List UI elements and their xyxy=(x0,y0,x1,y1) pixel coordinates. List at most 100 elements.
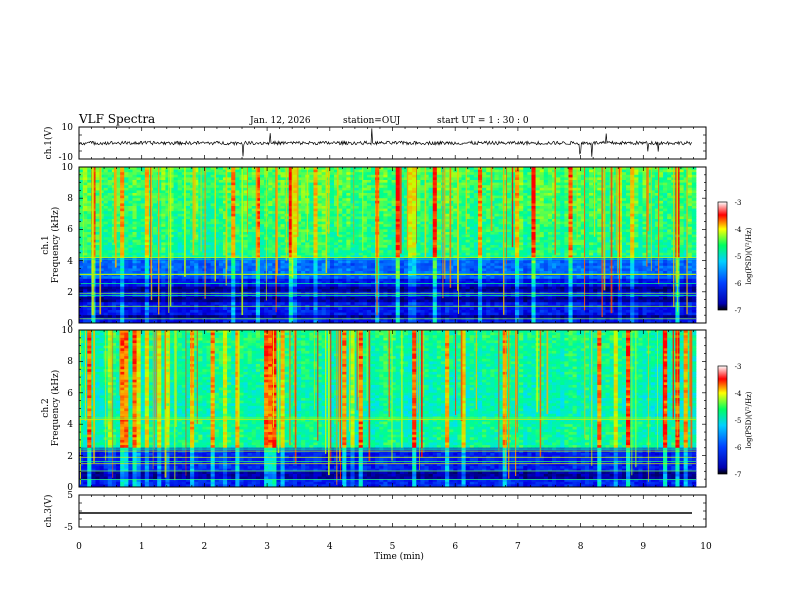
spectrogram-cell xyxy=(136,167,142,170)
spectrogram-cell xyxy=(235,198,240,202)
spectrogram-cell xyxy=(494,190,499,194)
spectrogram-cell xyxy=(403,247,409,251)
spectrogram-cell xyxy=(132,198,137,202)
spectrogram-cell xyxy=(181,234,187,238)
spectrogram-cell xyxy=(650,195,656,199)
spectrogram-cell xyxy=(132,247,137,251)
spectrogram-cell xyxy=(556,221,561,225)
spectrogram-cell xyxy=(387,219,392,222)
spectrogram-cell xyxy=(309,167,314,170)
spectrogram-cell xyxy=(556,195,561,199)
spectrogram-cell xyxy=(288,169,294,173)
spectrogram-cell xyxy=(379,211,384,215)
spectrogram-cell xyxy=(268,226,273,230)
spectrogram-cell xyxy=(153,234,158,238)
spectrogram-cell xyxy=(572,213,578,217)
spectrogram-cell xyxy=(243,237,249,241)
spectrogram-cell xyxy=(116,193,121,196)
spectrogram-cell xyxy=(445,234,450,238)
spectrogram-cell xyxy=(99,169,105,173)
spectrogram-cell xyxy=(597,234,602,238)
spectrogram-cell xyxy=(642,224,648,228)
spectrogram-cell xyxy=(354,182,360,186)
spectrogram-cell xyxy=(432,182,438,186)
spectrogram-cell xyxy=(420,206,425,209)
spectrogram-cell xyxy=(564,177,569,181)
spectrogram-cell xyxy=(428,250,434,254)
spectrogram-cell xyxy=(432,216,438,220)
spectrogram-cell xyxy=(391,203,397,207)
spectrogram-cell xyxy=(449,174,454,178)
spectrogram-cell xyxy=(593,203,598,207)
spectrogram-cell xyxy=(527,206,532,209)
spectrogram-cell xyxy=(153,252,158,256)
spectrogram-cell xyxy=(432,172,438,176)
spectrogram-cell xyxy=(194,195,199,199)
spectrogram-cell xyxy=(107,237,113,241)
spectrogram-cell xyxy=(482,224,487,228)
spectrogram-cell xyxy=(490,237,495,241)
spectrogram-cell xyxy=(95,180,100,183)
spectrogram-cell xyxy=(589,187,594,191)
spectrogram-cell xyxy=(297,229,302,233)
spectrogram-cell xyxy=(663,234,668,238)
spectrogram-cell xyxy=(255,167,261,170)
spectrogram-cell xyxy=(650,187,656,191)
spectrogram-cell xyxy=(486,169,491,173)
spectrogram-cell xyxy=(527,190,532,194)
spectrogram-cell xyxy=(354,174,360,178)
spectrogram-cell xyxy=(650,172,656,176)
spectrogram-cell xyxy=(482,187,487,191)
spectrogram-cell xyxy=(218,211,224,215)
spectrogram-cell xyxy=(309,187,314,191)
spectrogram-cell xyxy=(99,221,105,225)
spectrogram-cell xyxy=(255,208,261,212)
spectrogram-cell xyxy=(560,226,565,230)
spectrogram-cell xyxy=(284,195,290,199)
spectrogram-cell xyxy=(116,190,121,194)
spectrogram-cell xyxy=(387,211,392,215)
spectrogram-cell xyxy=(457,216,462,220)
spectrogram-cell xyxy=(99,229,105,233)
spectrogram-cell xyxy=(420,232,425,235)
spectrogram-cell xyxy=(276,177,281,181)
spectrogram-cell xyxy=(403,239,409,243)
spectrogram-cell xyxy=(527,213,532,217)
spectrogram-cell xyxy=(683,221,689,225)
spectrogram-cell xyxy=(95,221,100,225)
spectrogram-cell xyxy=(552,177,557,181)
spectrogram-cell xyxy=(305,239,310,243)
spectrogram-cell xyxy=(342,208,347,212)
spectrogram-cell xyxy=(502,239,508,243)
station-label: station=OUJ xyxy=(343,116,401,126)
spectrogram-cell xyxy=(663,169,668,173)
spectrogram-cell xyxy=(630,167,635,170)
spectrogram-cell xyxy=(482,221,487,225)
spectrogram-cell xyxy=(465,239,471,243)
spectrogram-cell xyxy=(523,195,528,199)
spectrogram-cell xyxy=(568,190,573,194)
spectrogram-cell xyxy=(399,221,405,225)
spectrogram-cell xyxy=(523,247,528,251)
spectrogram-cell xyxy=(157,182,162,186)
spectrogram-cell xyxy=(473,182,479,186)
spectrogram-cell xyxy=(412,185,417,189)
spectrogram-cell xyxy=(173,224,179,228)
spectrogram-cell xyxy=(424,232,430,235)
spectrogram-cell xyxy=(486,206,491,209)
spectrogram-cell xyxy=(568,182,573,186)
spectrogram-cell xyxy=(436,247,442,251)
spectrogram-cell xyxy=(288,200,294,204)
spectrogram-cell xyxy=(576,247,582,251)
spectrogram-cell xyxy=(621,208,627,212)
spectrogram-cell xyxy=(506,185,512,189)
spectrogram-cell xyxy=(387,206,392,209)
spectrogram-cell xyxy=(593,182,598,186)
spectrogram-cell xyxy=(157,208,162,212)
spectrogram-cell xyxy=(572,185,578,189)
spectrogram-cell xyxy=(395,250,401,254)
spectrogram-cell xyxy=(161,200,166,204)
spectrogram-cell xyxy=(634,213,639,217)
spectrogram-cell xyxy=(305,247,310,251)
spectrogram-cell xyxy=(543,216,549,220)
